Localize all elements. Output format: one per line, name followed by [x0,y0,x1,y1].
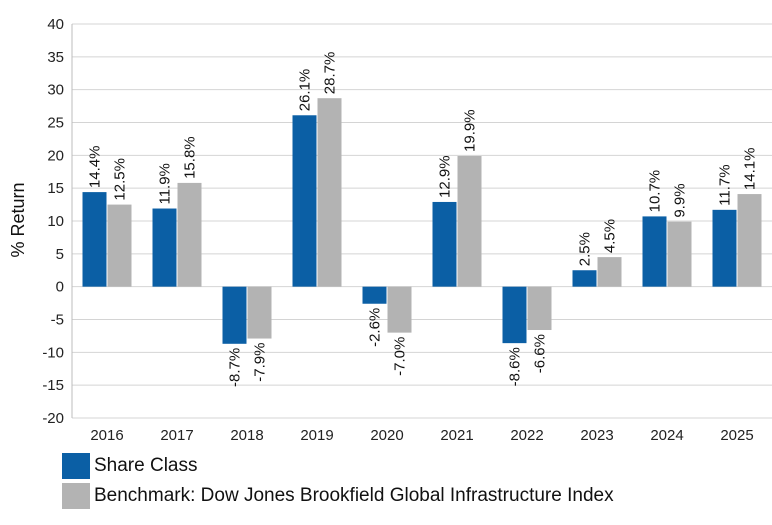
data-label: 19.9% [462,109,479,152]
data-label: -8.6% [507,347,524,386]
data-label: 11.7% [717,164,734,205]
bar-benchmark [387,286,412,333]
bar-benchmark [527,286,552,331]
data-label: 14.4% [87,146,104,189]
bar-benchmark [177,182,202,287]
bar-share-class [502,286,527,344]
data-label: 15.8% [182,136,199,179]
bar-share-class [82,192,107,287]
legend-item-share-class: Share Class [62,453,762,479]
y-tick-label: 40 [47,16,64,33]
y-tick-label: 15 [47,180,64,197]
bar-share-class [572,270,597,287]
bar-benchmark [317,98,342,287]
data-label: -7.0% [392,337,409,376]
x-tick-label: 2025 [720,427,753,444]
bar-share-class [362,286,387,304]
bar-benchmark [737,194,762,287]
data-label: 2.5% [577,232,594,266]
bar-share-class [222,286,247,344]
bar-chart: 40 35 30 25 20 15 10 5 0 -5 -10 -15 -20 14.4% 12.5% 11… [8,16,772,444]
data-label: 9.9% [672,183,689,217]
data-label: -6.6% [532,334,549,373]
x-tick-label: 2024 [650,427,683,444]
y-tick-label: -20 [42,410,64,427]
data-label: 4.5% [602,219,619,253]
y-tick-label: -10 [42,344,64,361]
y-tick-label: 20 [47,147,64,164]
x-tick-label: 2022 [510,427,543,444]
bar-benchmark [457,155,482,287]
x-tick-label: 2016 [90,427,123,444]
y-tick-label: 25 [47,115,64,132]
y-tick-label: 10 [47,213,64,230]
y-tick-label: 5 [56,246,64,263]
y-axis-ticks: 40 35 30 25 20 15 10 5 0 -5 -10 -15 -20 [42,16,64,427]
data-label: -8.7% [227,348,244,387]
y-axis-label: % Return [8,182,28,257]
legend-swatch [62,453,90,479]
legend-label: Share Class [94,455,198,476]
x-tick-label: 2019 [300,427,333,444]
data-labels-layer: 14.4% 12.5% 11.9% 15.8% -8.7% -7.9% 26.1% 28.7%… [87,52,759,387]
data-label: 26.1% [297,69,314,112]
data-label: -7.9% [252,343,269,382]
data-label: 12.5% [112,158,129,201]
x-tick-label: 2018 [230,427,263,444]
grid-layer [71,23,772,419]
bar-benchmark [667,221,692,287]
y-tick-label: -5 [51,312,64,329]
bar-benchmark [597,257,622,287]
bar-benchmark [247,286,272,339]
x-tick-label: 2017 [160,427,193,444]
data-label: 12.9% [437,155,454,198]
y-tick-label: 35 [47,49,64,66]
legend-item-benchmark: Benchmark: Dow Jones Brookfield Global I… [62,483,762,509]
x-tick-label: 2023 [580,427,613,444]
x-axis-ticks: 2016 2017 2018 2019 2020 2021 2022 2023 2024 2025 [90,427,753,444]
data-label: 10.7% [647,170,664,213]
legend: Share Class Benchmark: Dow Jones Brookfi… [62,453,762,513]
bar-share-class [432,201,457,287]
bar-benchmark [107,204,132,287]
bar-share-class [642,216,667,287]
bar-share-class [712,209,737,287]
data-label: 11.9% [157,163,174,204]
data-label: 28.7% [322,52,339,95]
data-label: -2.6% [367,308,384,347]
y-tick-label: 0 [56,279,64,296]
x-tick-label: 2020 [370,427,403,444]
bars-layer [82,98,762,344]
legend-label: Benchmark: Dow Jones Brookfield Global I… [94,485,614,506]
bar-share-class [292,115,317,287]
data-label: 14.1% [742,148,759,191]
y-tick-label: -15 [42,377,64,394]
y-tick-label: 30 [47,82,64,99]
bar-share-class [152,208,177,287]
legend-swatch [62,483,90,509]
x-tick-label: 2021 [440,427,473,444]
